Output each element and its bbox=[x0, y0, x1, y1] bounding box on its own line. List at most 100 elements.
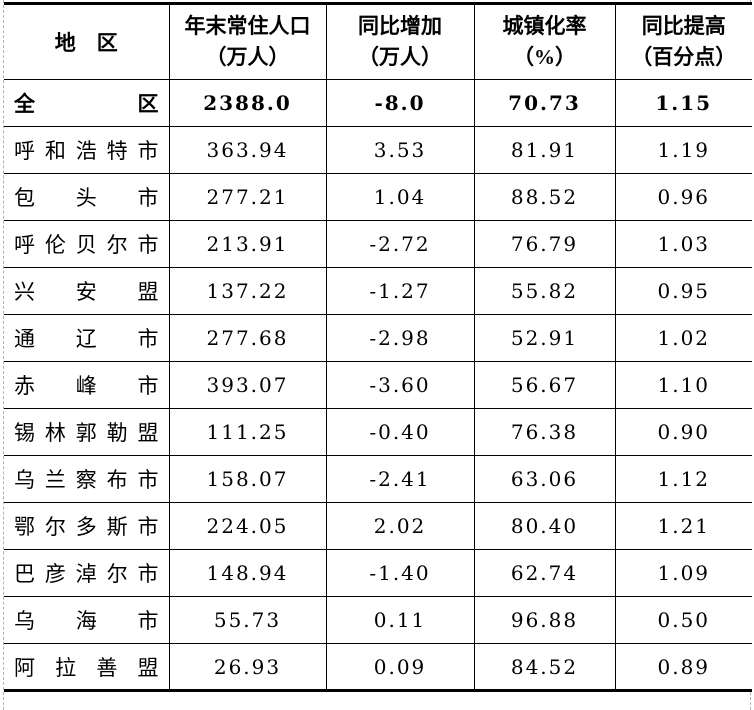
table-row: 包头市 277.21 1.04 88.52 0.96 bbox=[4, 173, 752, 221]
col-header-urbanization-unit: （%） bbox=[513, 45, 576, 69]
urbanization-change-cell: 0.90 bbox=[614, 408, 752, 456]
change-cell: 3.53 bbox=[325, 126, 475, 174]
table-row: 赤峰市 393.07 -3.60 56.67 1.10 bbox=[4, 361, 752, 409]
region-name: 通辽市 bbox=[14, 327, 159, 351]
col-header-change-unit: （万人） bbox=[358, 45, 442, 69]
urbanization-cell: 55.82 bbox=[473, 267, 616, 315]
urbanization-change-cell: 1.09 bbox=[614, 549, 752, 597]
urbanization-cell: 62.74 bbox=[473, 549, 616, 597]
table-row: 呼和浩特市 363.94 3.53 81.91 1.19 bbox=[4, 126, 752, 174]
change-cell: -1.27 bbox=[325, 267, 475, 315]
col-header-urbanization: 城镇化率 （%） bbox=[473, 3, 616, 80]
urbanization-cell: 84.52 bbox=[473, 643, 616, 691]
population-cell: 137.22 bbox=[168, 267, 327, 315]
table-row: 锡林郭勒盟 111.25 -0.40 76.38 0.90 bbox=[4, 408, 752, 456]
urbanization-cell: 81.91 bbox=[473, 126, 616, 174]
col-header-population-title: 年末常住人口 bbox=[184, 14, 311, 38]
population-cell: 55.73 bbox=[168, 596, 327, 644]
urbanization-change-cell: 1.10 bbox=[614, 361, 752, 409]
col-header-population: 年末常住人口 （万人） bbox=[168, 3, 327, 80]
change-cell: 2.02 bbox=[325, 502, 475, 550]
region-name: 兴安盟 bbox=[14, 280, 159, 304]
urbanization-change-cell: 0.96 bbox=[614, 173, 752, 221]
region-name: 巴彦淖尔市 bbox=[14, 562, 159, 586]
region-name: 鄂尔多斯市 bbox=[14, 515, 159, 539]
urbanization-cell: 76.79 bbox=[473, 220, 616, 268]
table-row: 乌海市 55.73 0.11 96.88 0.50 bbox=[4, 596, 752, 644]
population-cell: 2388.0 bbox=[168, 79, 327, 127]
region-name: 赤峰市 bbox=[14, 374, 159, 398]
urbanization-cell: 88.52 bbox=[473, 173, 616, 221]
table-row: 兴安盟 137.22 -1.27 55.82 0.95 bbox=[4, 267, 752, 315]
region-cell: 全区 bbox=[4, 79, 170, 127]
region-cell: 锡林郭勒盟 bbox=[4, 408, 170, 456]
table-row: 巴彦淖尔市 148.94 -1.40 62.74 1.09 bbox=[4, 549, 752, 597]
region-cell: 兴安盟 bbox=[4, 267, 170, 315]
change-cell: -2.72 bbox=[325, 220, 475, 268]
urbanization-change-cell: 1.02 bbox=[614, 314, 752, 362]
population-cell: 148.94 bbox=[168, 549, 327, 597]
col-header-population-unit: （万人） bbox=[205, 45, 290, 69]
table-row: 通辽市 277.68 -2.98 52.91 1.02 bbox=[4, 314, 752, 362]
region-cell: 鄂尔多斯市 bbox=[4, 502, 170, 550]
urbanization-cell: 96.88 bbox=[473, 596, 616, 644]
urbanization-change-cell: 1.19 bbox=[614, 126, 752, 174]
population-statistics-table: 地 区 年末常住人口 （万人） 同比增加 （万人） 城镇化率 （%） bbox=[4, 2, 752, 692]
population-cell: 158.07 bbox=[168, 455, 327, 503]
region-cell: 包头市 bbox=[4, 173, 170, 221]
table-row: 乌兰察布市 158.07 -2.41 63.06 1.12 bbox=[4, 455, 752, 503]
population-cell: 363.94 bbox=[168, 126, 327, 174]
table-row: 鄂尔多斯市 224.05 2.02 80.40 1.21 bbox=[4, 502, 752, 550]
region-name: 呼和浩特市 bbox=[14, 139, 159, 163]
population-cell: 393.07 bbox=[168, 361, 327, 409]
change-cell: -2.98 bbox=[325, 314, 475, 362]
urbanization-change-cell: 0.95 bbox=[614, 267, 752, 315]
population-cell: 111.25 bbox=[168, 408, 327, 456]
col-header-urbanization-title: 城镇化率 bbox=[502, 14, 587, 38]
table-row: 阿拉善盟 26.93 0.09 84.52 0.89 bbox=[4, 643, 752, 691]
region-cell: 通辽市 bbox=[4, 314, 170, 362]
col-header-change: 同比增加 （万人） bbox=[325, 3, 475, 80]
change-cell: -1.40 bbox=[325, 549, 475, 597]
urbanization-change-cell: 1.15 bbox=[614, 79, 752, 127]
population-cell: 26.93 bbox=[168, 643, 327, 691]
table-row: 全区 2388.0 -8.0 70.73 1.15 bbox=[4, 79, 752, 127]
header-row: 地 区 年末常住人口 （万人） 同比增加 （万人） 城镇化率 （%） bbox=[4, 3, 752, 80]
urbanization-cell: 52.91 bbox=[473, 314, 616, 362]
col-header-change-title: 同比增加 bbox=[358, 14, 442, 38]
population-cell: 224.05 bbox=[168, 502, 327, 550]
col-header-region-label: 地 区 bbox=[54, 31, 118, 55]
region-cell: 呼伦贝尔市 bbox=[4, 220, 170, 268]
change-cell: 0.09 bbox=[325, 643, 475, 691]
region-cell: 巴彦淖尔市 bbox=[4, 549, 170, 597]
print-area: 地 区 年末常住人口 （万人） 同比增加 （万人） 城镇化率 （%） bbox=[3, 0, 752, 710]
change-cell: -8.0 bbox=[325, 79, 475, 127]
population-cell: 213.91 bbox=[168, 220, 327, 268]
change-cell: -3.60 bbox=[325, 361, 475, 409]
urbanization-cell: 70.73 bbox=[473, 79, 616, 127]
col-header-urbanization-change-unit: （百分点） bbox=[631, 45, 737, 69]
urbanization-change-cell: 0.50 bbox=[614, 596, 752, 644]
region-name: 锡林郭勒盟 bbox=[14, 421, 159, 445]
col-header-urbanization-change: 同比提高 （百分点） bbox=[614, 3, 752, 80]
region-cell: 乌海市 bbox=[4, 596, 170, 644]
region-name: 包头市 bbox=[14, 186, 159, 210]
population-cell: 277.68 bbox=[168, 314, 327, 362]
urbanization-cell: 56.67 bbox=[473, 361, 616, 409]
region-name: 阿拉善盟 bbox=[14, 655, 159, 680]
region-name: 全区 bbox=[14, 92, 159, 116]
urbanization-cell: 63.06 bbox=[473, 455, 616, 503]
col-header-region: 地 区 bbox=[4, 3, 170, 80]
region-name: 乌海市 bbox=[14, 609, 159, 633]
region-name: 乌兰察布市 bbox=[14, 468, 159, 492]
region-cell: 呼和浩特市 bbox=[4, 126, 170, 174]
region-cell: 乌兰察布市 bbox=[4, 455, 170, 503]
table-row: 呼伦贝尔市 213.91 -2.72 76.79 1.03 bbox=[4, 220, 752, 268]
urbanization-change-cell: 1.03 bbox=[614, 220, 752, 268]
urbanization-cell: 76.38 bbox=[473, 408, 616, 456]
population-cell: 277.21 bbox=[168, 173, 327, 221]
urbanization-cell: 80.40 bbox=[473, 502, 616, 550]
region-cell: 赤峰市 bbox=[4, 361, 170, 409]
change-cell: -2.41 bbox=[325, 455, 475, 503]
